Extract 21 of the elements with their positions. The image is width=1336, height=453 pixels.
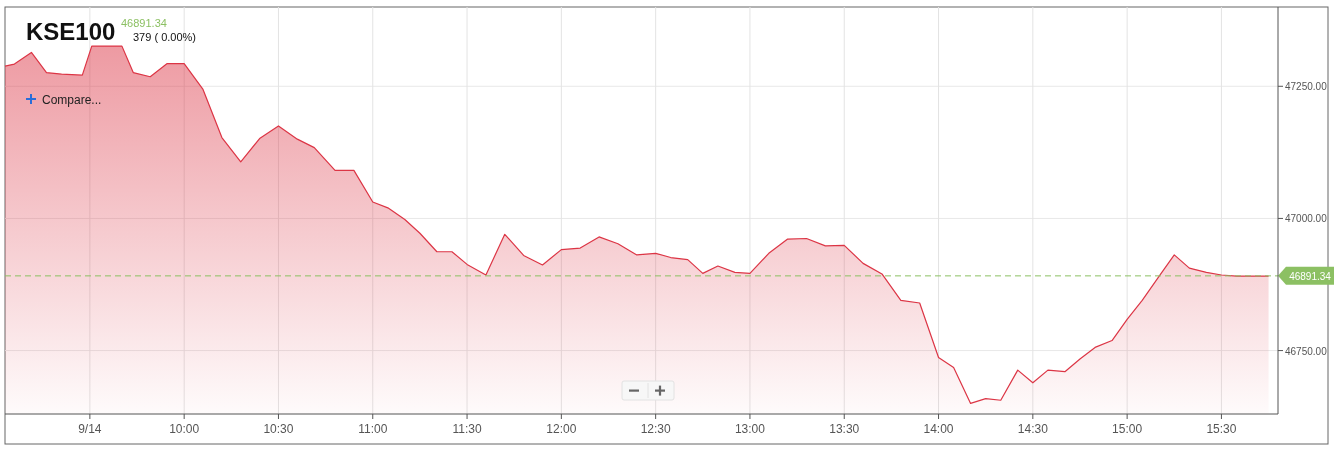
x-tick-label: 15:00 — [1112, 422, 1143, 436]
x-tick-label: 15:30 — [1206, 422, 1237, 436]
ref-line-label: 46891.34 — [1289, 270, 1332, 282]
y-tick-label: 46750.00 — [1285, 345, 1328, 357]
y-tick-label: 47000.00 — [1285, 213, 1328, 225]
x-tick-label: 13:00 — [734, 422, 766, 436]
annotation: Compare... — [42, 93, 102, 107]
x-tick-label: 10:00 — [169, 422, 200, 436]
annotation: 379 ( 0.00%) — [133, 31, 196, 43]
x-tick-label: 14:00 — [923, 422, 954, 436]
y-tick-label: 47250.00 — [1285, 81, 1328, 93]
x-tick-label: 11:30 — [452, 422, 482, 436]
x-tick-label: 13:30 — [829, 422, 860, 436]
x-tick-label: 14:30 — [1017, 422, 1049, 436]
x-tick-label: 11:00 — [358, 422, 388, 436]
x-tick-label: 12:30 — [640, 422, 671, 436]
x-tick-label: 10:30 — [263, 422, 294, 436]
x-tick-label: 12:00 — [546, 422, 577, 436]
text: KSE100 — [26, 18, 116, 45]
x-tick-label: 9/14 — [78, 422, 102, 436]
annotation: 46891.34 — [121, 17, 167, 29]
